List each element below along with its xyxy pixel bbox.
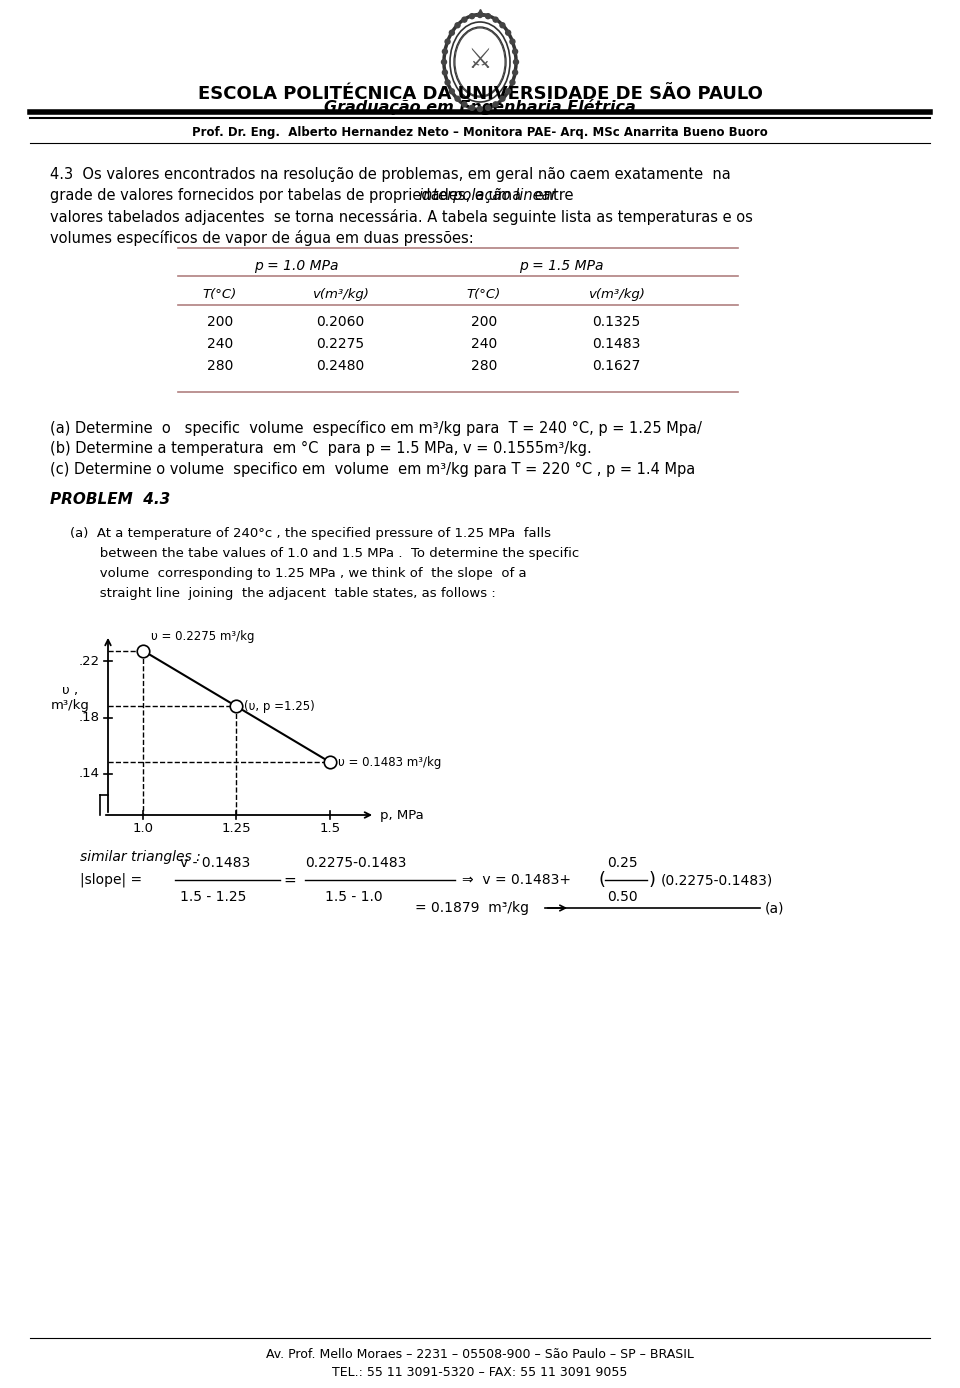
Text: m³/kg: m³/kg xyxy=(51,698,89,712)
Circle shape xyxy=(506,89,511,94)
Text: p = 1.5 MPa: p = 1.5 MPa xyxy=(518,260,603,273)
Circle shape xyxy=(455,22,460,28)
Text: Prof. Dr. Eng.  Alberto Hernandez Neto – Monitora PAE- Arq. MSc Anarrita Bueno B: Prof. Dr. Eng. Alberto Hernandez Neto – … xyxy=(192,125,768,139)
Text: 0.2275: 0.2275 xyxy=(316,337,364,351)
Circle shape xyxy=(514,60,518,64)
Text: 240: 240 xyxy=(470,337,497,351)
Circle shape xyxy=(462,17,467,22)
Circle shape xyxy=(513,49,517,54)
Text: PROBLEM  4.3: PROBLEM 4.3 xyxy=(50,491,170,507)
Text: entre: entre xyxy=(530,187,573,203)
Circle shape xyxy=(449,89,454,94)
Circle shape xyxy=(449,31,454,35)
Text: 0.1325: 0.1325 xyxy=(592,315,640,329)
Circle shape xyxy=(455,96,460,101)
Text: 0.2060: 0.2060 xyxy=(316,315,364,329)
Text: (a) Determine  o   specific  volume  específico em m³/kg para  T = 240 °C, p = 1: (a) Determine o specific volume específi… xyxy=(50,421,702,436)
Text: p, MPa: p, MPa xyxy=(380,808,423,822)
Circle shape xyxy=(510,81,515,85)
Text: 240: 240 xyxy=(206,337,233,351)
Circle shape xyxy=(469,14,474,18)
Circle shape xyxy=(445,81,450,85)
Circle shape xyxy=(443,49,447,54)
Circle shape xyxy=(500,22,505,28)
Text: 0.2275-0.1483: 0.2275-0.1483 xyxy=(305,856,406,870)
Circle shape xyxy=(477,12,483,18)
Text: volume  corresponding to 1.25 MPa , we think of  the slope  of a: volume corresponding to 1.25 MPa , we th… xyxy=(70,568,527,580)
Text: v - 0.1483: v - 0.1483 xyxy=(180,856,251,870)
Text: 0.1483: 0.1483 xyxy=(591,337,640,351)
Circle shape xyxy=(462,101,467,107)
Text: .22: .22 xyxy=(79,655,100,668)
Text: volumes específicos de vapor de água em duas pressões:: volumes específicos de vapor de água em … xyxy=(50,230,473,246)
Text: (a): (a) xyxy=(765,901,784,915)
Text: (a)  At a temperature of 240°c , the specified pressure of 1.25 MPa  falls: (a) At a temperature of 240°c , the spec… xyxy=(70,527,551,540)
Circle shape xyxy=(493,101,498,107)
Text: 200: 200 xyxy=(206,315,233,329)
Text: =: = xyxy=(283,873,297,887)
Text: υ = 0.1483 m³/kg: υ = 0.1483 m³/kg xyxy=(338,755,442,769)
Ellipse shape xyxy=(455,28,505,96)
Text: grade de valores fornecidos por tabelas de propriedades, e uma: grade de valores fornecidos por tabelas … xyxy=(50,187,526,203)
Text: |slope| =: |slope| = xyxy=(80,873,142,887)
Text: υ = 0.2275 m³/kg: υ = 0.2275 m³/kg xyxy=(151,630,254,643)
Text: (c) Determine o volume  specifico em  volume  em m³/kg para T = 220 °C , p = 1.4: (c) Determine o volume specifico em volu… xyxy=(50,462,695,477)
Text: similar triangles :: similar triangles : xyxy=(80,849,201,863)
Text: 0.2480: 0.2480 xyxy=(316,359,364,373)
Text: interpolação linear: interpolação linear xyxy=(419,187,556,203)
Text: T(°C): T(°C) xyxy=(203,287,237,300)
Text: .18: .18 xyxy=(79,711,100,725)
Text: 1.5 - 1.0: 1.5 - 1.0 xyxy=(325,890,383,904)
Circle shape xyxy=(486,14,491,18)
Text: 1.0: 1.0 xyxy=(132,822,154,834)
Circle shape xyxy=(506,31,511,35)
Text: 0.1627: 0.1627 xyxy=(591,359,640,373)
Text: straight line  joining  the adjacent  table states, as follows :: straight line joining the adjacent table… xyxy=(70,587,495,600)
Text: 1.5: 1.5 xyxy=(320,822,341,834)
Text: 280: 280 xyxy=(206,359,233,373)
Text: ): ) xyxy=(649,872,656,888)
Circle shape xyxy=(500,96,505,101)
Circle shape xyxy=(493,17,498,22)
Text: TEL.: 55 11 3091-5320 – FAX: 55 11 3091 9055: TEL.: 55 11 3091-5320 – FAX: 55 11 3091 … xyxy=(332,1366,628,1378)
Text: v(m³/kg): v(m³/kg) xyxy=(588,287,644,300)
Text: (: ( xyxy=(598,872,605,888)
Text: p = 1.0 MPa: p = 1.0 MPa xyxy=(253,260,338,273)
Circle shape xyxy=(443,69,447,75)
Text: (υ, p =1.25): (υ, p =1.25) xyxy=(245,700,315,713)
Text: 280: 280 xyxy=(470,359,497,373)
Circle shape xyxy=(469,105,474,110)
Circle shape xyxy=(510,39,515,44)
Text: Graduação em Engenharia Elétrica: Graduação em Engenharia Elétrica xyxy=(324,99,636,115)
Text: Av. Prof. Mello Moraes – 2231 – 05508-900 – São Paulo – SP – BRASIL: Av. Prof. Mello Moraes – 2231 – 05508-90… xyxy=(266,1349,694,1362)
Circle shape xyxy=(442,60,446,64)
Text: .14: .14 xyxy=(79,768,100,780)
Text: 1.5 - 1.25: 1.5 - 1.25 xyxy=(180,890,247,904)
Text: valores tabelados adjacentes  se torna necessária. A tabela seguinte lista as te: valores tabelados adjacentes se torna ne… xyxy=(50,210,753,225)
Text: υ ,: υ , xyxy=(62,683,78,697)
Circle shape xyxy=(445,39,450,44)
Text: ⇒  v = 0.1483+: ⇒ v = 0.1483+ xyxy=(462,873,571,887)
Text: = 0.1879  m³/kg: = 0.1879 m³/kg xyxy=(415,901,529,915)
Text: (b) Determine a temperatura  em °C  para p = 1.5 MPa, v = 0.1555m³/kg.: (b) Determine a temperatura em °C para p… xyxy=(50,441,591,457)
Text: (0.2275-0.1483): (0.2275-0.1483) xyxy=(661,873,773,887)
Text: v(m³/kg): v(m³/kg) xyxy=(312,287,369,300)
Text: 4.3  Os valores encontrados na resolução de problemas, em geral não caem exatame: 4.3 Os valores encontrados na resolução … xyxy=(50,167,731,182)
Text: ⚔: ⚔ xyxy=(468,46,492,74)
Circle shape xyxy=(513,69,517,75)
Circle shape xyxy=(477,107,483,111)
Text: ESCOLA POLITÉCNICA DA UNIVERSIDADE DE SÃO PAULO: ESCOLA POLITÉCNICA DA UNIVERSIDADE DE SÃ… xyxy=(198,85,762,103)
Text: 0.25: 0.25 xyxy=(607,856,637,870)
Text: 200: 200 xyxy=(470,315,497,329)
Text: 1.25: 1.25 xyxy=(222,822,252,834)
Text: 0.50: 0.50 xyxy=(607,890,637,904)
Circle shape xyxy=(486,105,491,110)
Text: between the tabe values of 1.0 and 1.5 MPa .  To determine the specific: between the tabe values of 1.0 and 1.5 M… xyxy=(70,547,579,559)
Text: T(°C): T(°C) xyxy=(467,287,501,300)
